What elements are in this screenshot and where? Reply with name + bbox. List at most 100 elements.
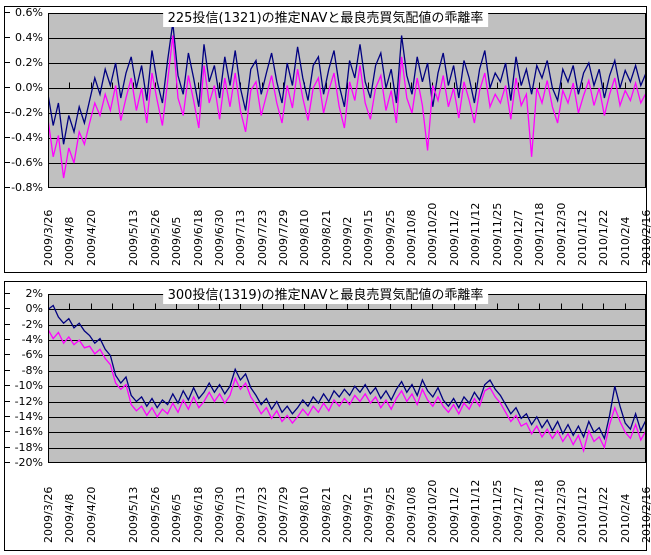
x-tick-label: 2009/3/26 — [42, 486, 55, 543]
x-tick-label: 2009/12/18 — [533, 202, 547, 266]
y-tick-label: -14% — [14, 409, 43, 423]
x-tick-label: 2010/1/22 — [597, 486, 611, 543]
y-axis-tick — [5, 12, 10, 13]
x-tick-label: 2009/7/29 — [276, 209, 290, 266]
x-tick-label: 2009/11/25 — [490, 202, 504, 266]
x-tick-label: 2009/11/2 — [447, 486, 461, 543]
x-tick-label: 2009/6/18 — [191, 209, 205, 266]
x-tick-label: 2009/11/2 — [447, 209, 461, 266]
x-tick-label: 2009/9/2 — [341, 216, 354, 266]
x-tick-label: 2009/7/23 — [255, 486, 269, 543]
y-tick-label: 0% — [25, 302, 43, 316]
x-tick-label: 2009/8/10 — [298, 209, 312, 266]
y-tick-label: 0.0% — [15, 81, 43, 94]
y-tick-label: -18% — [14, 440, 43, 454]
y-axis-tick — [5, 137, 10, 138]
x-tick-label: 2009/7/13 — [234, 209, 248, 266]
x-tick-label: 2009/4/20 — [84, 209, 98, 266]
x-tick-label: 2009/4/20 — [84, 486, 98, 543]
y-tick-label: -0.2% — [11, 106, 43, 119]
x-tick-label: 2009/8/10 — [298, 486, 312, 543]
y-axis-tick — [5, 293, 10, 294]
y-axis-tick — [5, 162, 10, 163]
x-tick-label: 2009/6/5 — [170, 493, 184, 543]
y-axis-tick — [5, 37, 10, 38]
y-axis-tick — [5, 400, 10, 402]
chart-300-1319: 300投信(1319)の推定NAVと最良売買気配値の乖離率 2% 0% -2% -4%… — [4, 281, 651, 551]
x-tick-label: 2009/5/26 — [148, 209, 162, 266]
x-tick-label: 2009/7/23 — [255, 209, 269, 266]
y-axis-tick — [5, 431, 10, 433]
y-axis-tick — [5, 415, 10, 417]
x-tick-label: 2009/11/12 — [469, 479, 483, 543]
x-tick-label: 2010/2/4 — [618, 216, 632, 266]
y-axis-tick — [5, 462, 10, 463]
x-tick-label: 2009/9/25 — [383, 486, 397, 543]
x-tick-label: 2010/1/12 — [575, 486, 589, 543]
x-tick-label: 2009/12/7 — [511, 209, 525, 266]
x-tick-label: 2009/4/8 — [63, 493, 77, 543]
plot-area — [48, 294, 646, 463]
x-tick-label: 2009/5/26 — [148, 486, 162, 543]
x-tick-label: 2009/6/5 — [170, 216, 184, 266]
x-tick-label: 2009/12/30 — [554, 479, 568, 543]
y-tick-label: -0.4% — [11, 131, 43, 144]
y-axis-tick — [5, 87, 10, 88]
x-tick-label: 2009/11/12 — [469, 202, 483, 266]
y-tick-label: 0.4% — [15, 31, 43, 44]
series-line-deviation-magenta — [48, 328, 646, 453]
series-line-deviation-navy — [48, 304, 646, 441]
x-tick-label: 2009/5/13 — [127, 209, 141, 266]
x-tick-label: 2009/9/25 — [383, 209, 397, 266]
x-tick-label: 2010/1/12 — [575, 209, 589, 266]
y-axis-tick — [5, 385, 10, 387]
y-tick-label: -0.8% — [11, 181, 43, 194]
y-tick-label: -6% — [21, 348, 43, 362]
x-tick-label: 2009/4/8 — [63, 216, 77, 266]
x-tick-label: 2009/10/8 — [405, 486, 419, 543]
x-tick-label: 2010/1/22 — [597, 209, 611, 266]
series-line-deviation-magenta — [48, 35, 646, 179]
x-tick-label: 2009/10/20 — [426, 479, 440, 543]
x-tick-label: 2009/3/26 — [42, 209, 55, 266]
x-tick-label: 2009/10/20 — [426, 202, 440, 266]
x-tick-label: 2009/12/7 — [511, 486, 525, 543]
x-tick-label: 2009/6/30 — [212, 209, 226, 266]
y-tick-label: -0.6% — [11, 156, 43, 169]
x-tick-label: 2009/7/29 — [276, 486, 290, 543]
x-tick-label: 2009/9/15 — [362, 209, 376, 266]
y-tick-label: 0.6% — [15, 6, 43, 19]
x-tick-label: 2009/10/8 — [405, 209, 419, 266]
x-tick-label: 2009/9/2 — [341, 493, 354, 543]
x-tick-label: 2009/12/18 — [533, 479, 547, 543]
chart-title: 225投信(1321)の推定NAVと最良売買気配値の乖離率 — [162, 11, 489, 27]
y-axis-tick — [5, 112, 10, 113]
x-tick-label: 2010/2/16 — [640, 486, 651, 543]
y-tick-label: -4% — [21, 333, 43, 347]
y-axis-tick — [5, 446, 10, 448]
y-tick-label: 0.2% — [15, 56, 43, 69]
y-tick-label: -2% — [21, 317, 43, 331]
series-line-deviation-navy — [48, 22, 646, 145]
y-tick-label: 2% — [25, 287, 43, 300]
x-tick-label: 2009/5/13 — [127, 486, 141, 543]
x-tick-label: 2010/2/16 — [640, 209, 651, 266]
y-axis-tick — [5, 354, 10, 356]
x-tick-label: 2009/8/21 — [319, 486, 333, 543]
plot-area — [48, 13, 646, 188]
y-axis-tick — [5, 187, 10, 188]
x-tick-label: 2009/7/13 — [234, 486, 248, 543]
y-tick-label: -16% — [14, 425, 43, 439]
x-tick-label: 2009/12/30 — [554, 202, 568, 266]
y-axis-tick — [5, 323, 10, 325]
y-axis-tick — [5, 339, 10, 341]
y-tick-label: -20% — [14, 456, 43, 469]
y-axis-tick — [5, 308, 10, 310]
x-tick-label: 2009/11/25 — [490, 479, 504, 543]
x-tick-label: 2009/9/15 — [362, 486, 376, 543]
y-axis-tick — [5, 369, 10, 371]
plot-background — [48, 294, 646, 463]
x-tick-label: 2009/6/18 — [191, 486, 205, 543]
